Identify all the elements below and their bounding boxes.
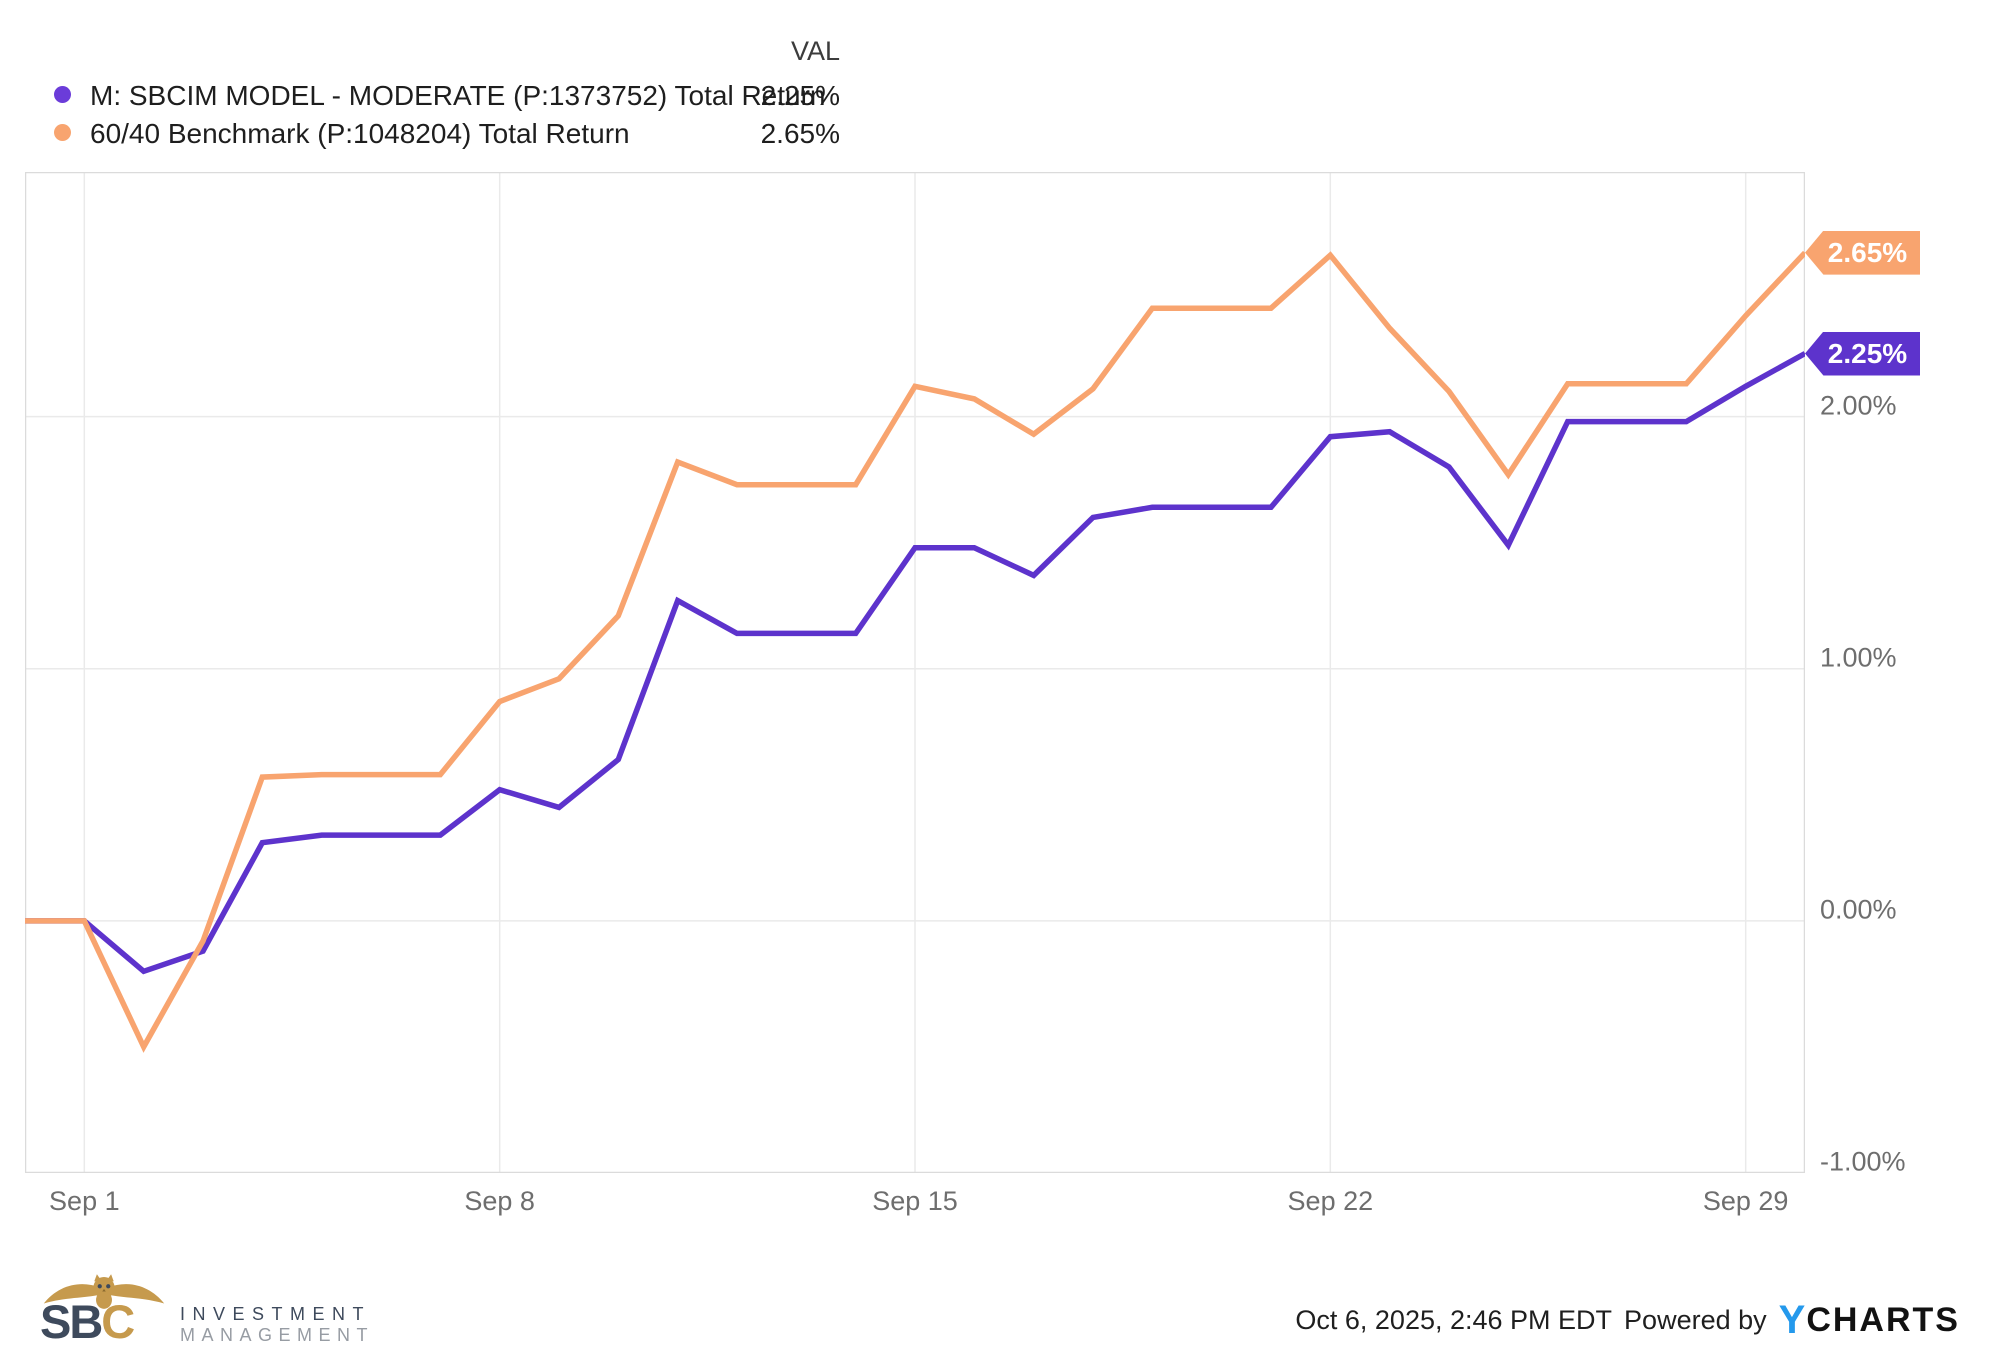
sbc-logo-mark: SBC	[40, 1272, 168, 1348]
sbc-logo-text: SBC	[40, 1295, 135, 1348]
series-color-dot	[54, 86, 71, 103]
legend-series-value: 2.25%	[760, 80, 840, 111]
logo-management-text: MANAGEMENT	[180, 1325, 375, 1345]
x-axis-label: Sep 1	[49, 1186, 120, 1216]
y-axis-label: 2.00%	[1820, 390, 1897, 421]
series-end-tag-1: 2.65%	[1805, 230, 1920, 275]
sbc-logo: SBC INVESTMENT MANAGEMENT	[40, 1272, 368, 1348]
legend-series-value: 2.65%	[760, 118, 840, 149]
x-axis-label: Sep 29	[1702, 1186, 1789, 1216]
series-color-dot	[54, 124, 71, 141]
legend-item: M: SBCIM MODEL - MODERATE (P:1373752) To…	[0, 78, 900, 112]
legend-series-label: M: SBCIM MODEL - MODERATE (P:1373752) To…	[90, 80, 826, 111]
owl-icon	[43, 1274, 165, 1309]
x-axis-label: Sep 8	[464, 1186, 535, 1216]
x-axis-label: Sep 15	[872, 1186, 958, 1216]
legend-series-label: 60/40 Benchmark (P:1048204) Total Return	[90, 118, 630, 149]
x-axis-label: Sep 22	[1287, 1186, 1374, 1216]
ycharts-y-icon: Y	[1778, 1298, 1806, 1342]
timestamp: Oct 6, 2025, 2:46 PM EDT	[1295, 1304, 1613, 1335]
legend-item: 60/40 Benchmark (P:1048204) Total Return…	[0, 116, 900, 150]
footer-attribution: Oct 6, 2025, 2:46 PM EDT Powered by Y CHA…	[1295, 1298, 1960, 1342]
series-end-tag-0: 2.25%	[1805, 331, 1920, 376]
plot-border	[25, 172, 1805, 1173]
powered-by-text: Powered by	[1624, 1304, 1767, 1335]
logo-investment-text: INVESTMENT	[180, 1304, 372, 1324]
y-axis-label: -1.00%	[1820, 1146, 1906, 1177]
y-axis-label: 0.00%	[1820, 894, 1897, 925]
y-axis-label: 1.00%	[1820, 642, 1897, 673]
legend-val-header: VAL	[790, 36, 840, 66]
series-line-0	[25, 351, 1805, 975]
sbc-logo-wordmark: INVESTMENT MANAGEMENT	[180, 1304, 374, 1346]
series-line-1	[25, 250, 1805, 1053]
ycharts-logo: Y CHARTS	[1778, 1298, 1960, 1342]
plot-area	[25, 172, 1805, 1173]
